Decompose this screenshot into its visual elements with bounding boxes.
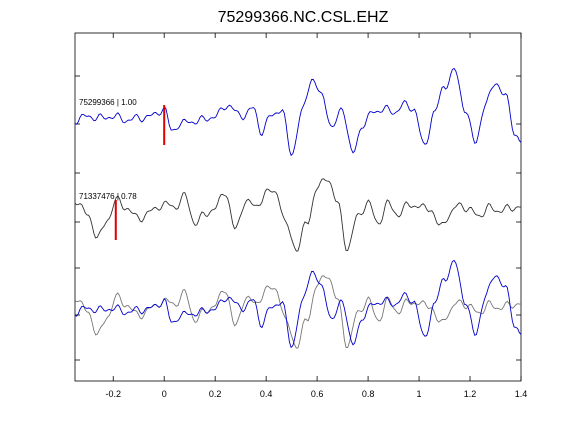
y-ticks	[75, 75, 521, 361]
x-tick-label: 0.6	[311, 389, 324, 399]
x-tick-label: 0.8	[362, 389, 375, 399]
x-tick-label: -0.2	[105, 389, 121, 399]
trace-label-top: 75299366 | 1.00	[79, 98, 137, 107]
x-tick-label: 0.2	[209, 389, 222, 399]
trace-top-line	[74, 67, 522, 157]
trace-overlay-reference-line	[74, 275, 522, 349]
x-tick-label: 1.4	[515, 389, 528, 399]
x-tick-label: 0	[162, 389, 167, 399]
x-tick-label: 1.2	[464, 389, 477, 399]
trace-overlay-main-line	[74, 259, 522, 349]
trace-middle-line	[74, 178, 522, 252]
chart-title: 75299366.NC.CSL.EHZ	[218, 9, 389, 26]
plot-frame	[74, 32, 522, 382]
x-tick-label: 0.4	[260, 389, 273, 399]
trace-label-middle: 71337476 | 0.78	[79, 192, 137, 201]
x-axis: -0.2 0 0.2 0.4 0.6 0.8 1 1.2 1.4	[105, 33, 527, 399]
traces	[74, 67, 522, 349]
trace-labels: 75299366 | 1.00 71337476 | 0.78	[79, 98, 137, 201]
x-tick-label: 1	[417, 389, 422, 399]
